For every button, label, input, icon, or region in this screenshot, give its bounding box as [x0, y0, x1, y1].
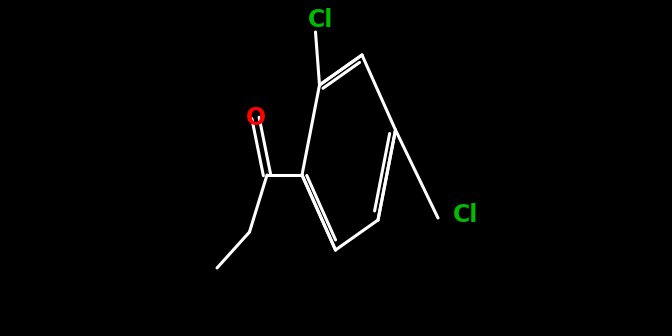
Text: Cl: Cl — [453, 203, 478, 227]
Text: Cl: Cl — [308, 8, 333, 32]
Text: O: O — [245, 106, 265, 130]
